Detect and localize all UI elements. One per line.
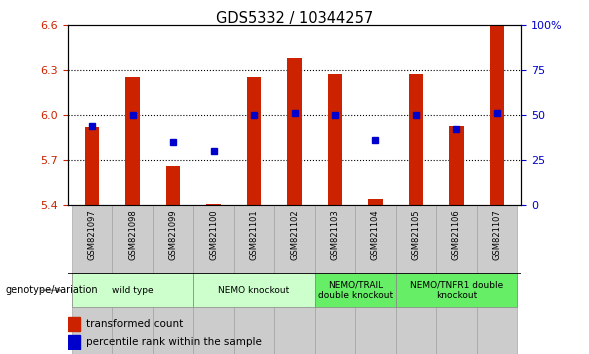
Text: GSM821100: GSM821100 — [209, 209, 218, 259]
Text: GSM821104: GSM821104 — [371, 209, 380, 259]
FancyBboxPatch shape — [234, 205, 274, 354]
FancyBboxPatch shape — [477, 205, 517, 354]
Bar — [206, 204, 221, 205]
Text: GDS5332 / 10344257: GDS5332 / 10344257 — [216, 11, 373, 25]
Bar — [287, 58, 302, 205]
Bar — [490, 25, 504, 205]
Text: GSM821101: GSM821101 — [250, 209, 259, 259]
Text: GSM821107: GSM821107 — [492, 209, 501, 260]
FancyBboxPatch shape — [396, 205, 436, 354]
FancyBboxPatch shape — [396, 273, 517, 307]
FancyBboxPatch shape — [153, 205, 193, 354]
Text: GSM821097: GSM821097 — [88, 209, 97, 260]
Text: genotype/variation: genotype/variation — [6, 285, 98, 295]
Text: percentile rank within the sample: percentile rank within the sample — [86, 337, 262, 347]
FancyBboxPatch shape — [315, 205, 355, 354]
FancyBboxPatch shape — [112, 205, 153, 354]
Text: NEMO/TNFR1 double
knockout: NEMO/TNFR1 double knockout — [410, 281, 503, 300]
FancyBboxPatch shape — [72, 273, 193, 307]
Bar — [368, 199, 383, 205]
Bar — [328, 74, 342, 205]
FancyBboxPatch shape — [274, 205, 315, 354]
FancyBboxPatch shape — [193, 273, 315, 307]
Bar — [449, 126, 464, 205]
Bar — [68, 317, 80, 331]
FancyBboxPatch shape — [315, 273, 396, 307]
Bar — [166, 166, 180, 205]
FancyBboxPatch shape — [193, 205, 234, 354]
Bar — [409, 74, 423, 205]
Text: GSM821099: GSM821099 — [168, 209, 177, 259]
Text: GSM821102: GSM821102 — [290, 209, 299, 259]
Text: GSM821105: GSM821105 — [412, 209, 421, 259]
Text: NEMO knockout: NEMO knockout — [219, 286, 290, 295]
Text: GSM821106: GSM821106 — [452, 209, 461, 260]
Bar — [125, 78, 140, 205]
Text: wild type: wild type — [112, 286, 153, 295]
FancyBboxPatch shape — [355, 205, 396, 354]
FancyBboxPatch shape — [436, 205, 477, 354]
Text: NEMO/TRAIL
double knockout: NEMO/TRAIL double knockout — [317, 281, 393, 300]
Bar — [85, 127, 99, 205]
Text: GSM821098: GSM821098 — [128, 209, 137, 260]
Text: GSM821103: GSM821103 — [330, 209, 339, 260]
FancyBboxPatch shape — [72, 205, 112, 354]
Text: transformed count: transformed count — [86, 319, 183, 329]
Bar — [247, 78, 261, 205]
Bar — [68, 335, 80, 349]
